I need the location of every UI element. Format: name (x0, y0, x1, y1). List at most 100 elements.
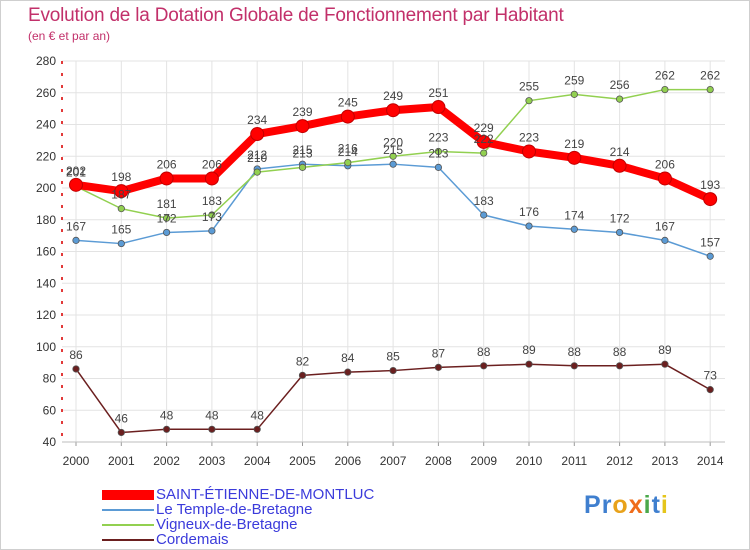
y-tick-label: 200 (36, 181, 56, 195)
data-point (476, 134, 491, 149)
x-tick-label: 2012 (606, 454, 633, 468)
data-point (114, 184, 129, 199)
data-label: 223 (519, 130, 539, 144)
data-label: 215 (383, 143, 403, 157)
x-tick-label: 2007 (380, 454, 407, 468)
data-point (163, 228, 171, 237)
data-label: 183 (474, 194, 494, 208)
data-label: 213 (428, 146, 448, 160)
data-label: 198 (111, 170, 131, 184)
data-point (434, 147, 442, 156)
data-point (661, 360, 669, 368)
data-label: 183 (202, 194, 222, 208)
data-point (661, 236, 669, 244)
legend-label: Cordemais (156, 531, 229, 548)
brand-letter: x (628, 491, 644, 519)
x-tick-label: 2006 (334, 454, 361, 468)
data-label: 165 (111, 223, 131, 237)
legend-swatch (102, 539, 154, 541)
data-point (340, 109, 355, 124)
data-point (295, 119, 310, 134)
x-tick-label: 2011 (561, 454, 587, 468)
legend-label: Le Temple-de-Bretagne (156, 501, 313, 518)
data-point (612, 158, 627, 173)
data-label: 88 (613, 345, 627, 359)
data-label: 251 (428, 86, 448, 100)
legend-swatch (102, 490, 154, 500)
chart-subtitle: (en € et par an) (28, 29, 111, 43)
data-label: 223 (428, 130, 448, 144)
chart-title: Evolution de la Dotation Globale de Fonc… (28, 5, 564, 26)
x-tick-label: 2009 (470, 454, 497, 468)
data-point (431, 100, 446, 115)
x-tick-label: 2002 (153, 454, 180, 468)
data-point (661, 85, 669, 94)
data-label: 262 (655, 69, 675, 83)
data-label: 206 (202, 157, 222, 171)
data-label: 167 (66, 219, 86, 233)
data-label: 89 (522, 343, 536, 357)
data-point (525, 97, 533, 105)
data-point (69, 177, 83, 192)
data-point (386, 103, 401, 118)
data-label: 229 (474, 121, 494, 135)
data-label: 85 (386, 350, 400, 364)
data-label: 220 (383, 135, 403, 149)
data-point (434, 163, 442, 171)
data-label: 82 (296, 354, 310, 368)
data-label: 249 (383, 89, 403, 103)
data-label: 167 (655, 219, 675, 233)
data-label: 239 (292, 105, 312, 119)
data-label: 48 (251, 408, 265, 422)
data-label: 262 (700, 69, 720, 83)
data-label: 181 (157, 197, 177, 211)
data-point (615, 95, 624, 103)
data-label: 193 (700, 178, 720, 192)
data-point (570, 90, 578, 98)
x-tick-label: 2001 (108, 454, 135, 468)
data-label: 245 (338, 96, 358, 110)
data-label: 214 (610, 145, 630, 159)
x-tick-label: 2014 (697, 454, 724, 468)
data-label: 187 (111, 188, 131, 202)
x-tick-label: 2003 (199, 454, 226, 468)
data-label: 89 (658, 343, 672, 357)
data-label: 201 (66, 165, 86, 179)
data-point (159, 171, 174, 186)
y-tick-label: 260 (36, 86, 56, 100)
data-point (72, 365, 80, 373)
legend-label: Vigneux-de-Bretagne (156, 516, 298, 533)
data-point (389, 366, 397, 375)
data-point (253, 168, 261, 176)
data-point (525, 222, 533, 230)
data-point (389, 160, 397, 168)
y-tick-label: 60 (43, 403, 57, 417)
data-point (706, 85, 714, 94)
data-label: 48 (160, 408, 174, 422)
data-label: 219 (564, 137, 584, 151)
data-label: 222 (474, 132, 494, 146)
y-tick-label: 80 (43, 372, 57, 386)
data-point (480, 149, 488, 157)
data-point (570, 362, 578, 370)
y-tick-label: 180 (36, 213, 56, 227)
y-tick-label: 40 (43, 435, 57, 449)
data-label: 172 (610, 211, 630, 225)
data-point (480, 211, 488, 219)
data-label: 46 (115, 411, 129, 425)
y-tick-label: 280 (36, 54, 56, 68)
data-label: 48 (205, 408, 219, 422)
x-tick-label: 2000 (63, 454, 90, 468)
data-label: 212 (247, 148, 267, 162)
data-label: 215 (292, 143, 312, 157)
data-point (703, 192, 718, 207)
data-point (208, 425, 216, 433)
data-label: 216 (338, 142, 358, 156)
data-label: 176 (519, 205, 539, 219)
brand-letter: P (584, 491, 602, 519)
y-tick-label: 120 (36, 308, 56, 322)
data-label: 157 (700, 235, 720, 249)
data-label: 88 (477, 345, 491, 359)
